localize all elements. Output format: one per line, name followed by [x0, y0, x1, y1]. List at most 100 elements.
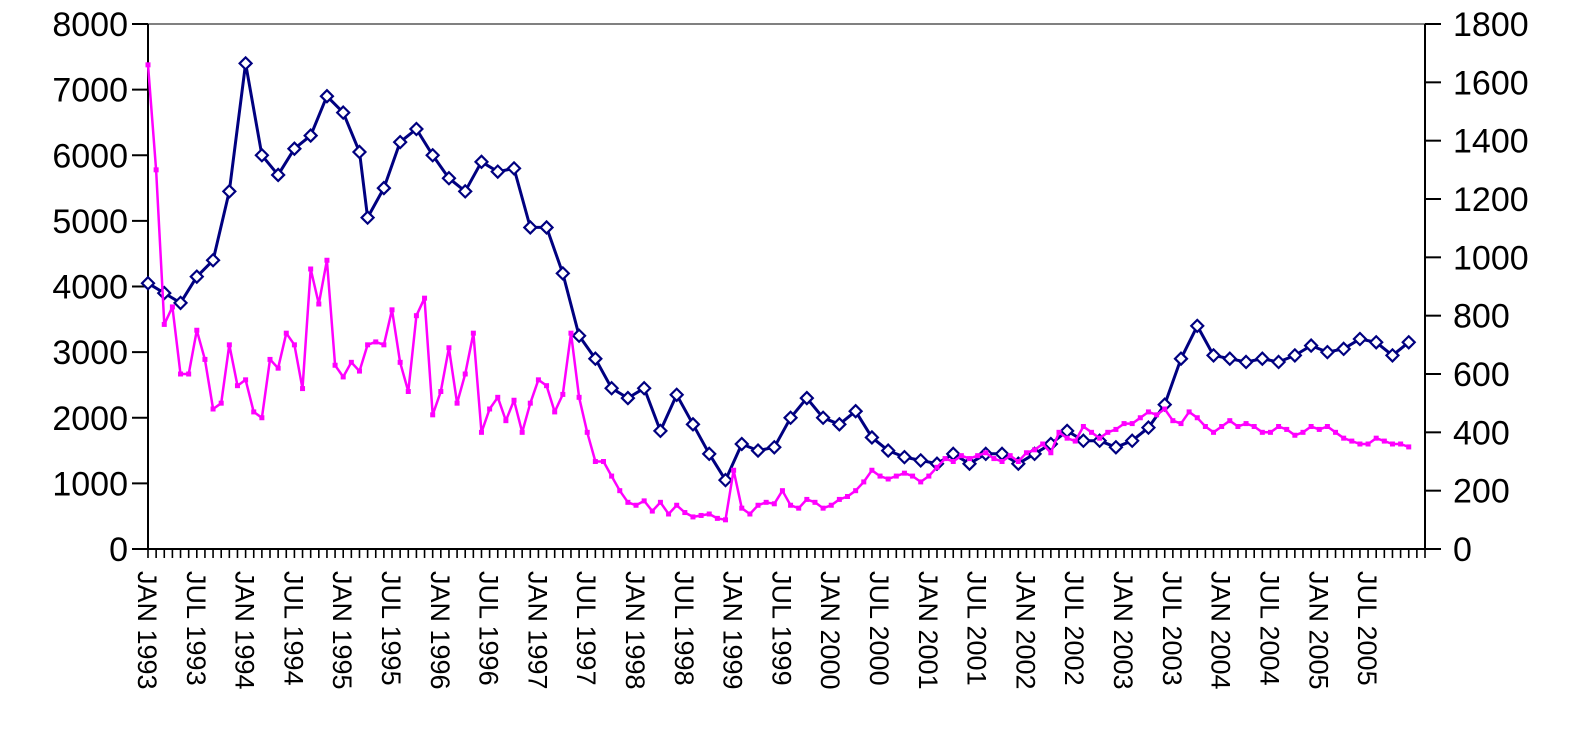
series-1-point — [205, 252, 221, 268]
series-2-point — [308, 266, 314, 272]
series-2-point — [755, 502, 761, 508]
series-2-point — [1048, 450, 1054, 456]
series-1-point — [1352, 331, 1368, 347]
series-2-point — [788, 502, 794, 508]
series-2-point — [910, 473, 916, 479]
series-1-point — [864, 429, 880, 445]
x-tick-label: JUL 1997 — [571, 571, 601, 686]
right-y-tick-label: 800 — [1453, 298, 1510, 336]
series-1-point — [1173, 351, 1189, 367]
series-2-point — [796, 505, 802, 511]
series-2-point — [1276, 424, 1282, 429]
x-tick-label: JUL 2003 — [1157, 571, 1187, 686]
x-tick-label: JAN 2000 — [815, 571, 845, 690]
series-2-point — [845, 494, 851, 499]
series-2-point — [1251, 424, 1257, 429]
series-2-point — [1235, 424, 1241, 429]
series-2-point — [1154, 412, 1160, 418]
series-1-point — [473, 154, 490, 170]
series-2-point — [381, 342, 387, 348]
x-tick-label: JAN 1998 — [620, 571, 650, 690]
series-2-point — [413, 313, 419, 319]
series-1-point — [376, 180, 392, 196]
series-2-point — [804, 496, 810, 502]
series-2-point — [950, 459, 956, 464]
series-1-point — [717, 472, 734, 488]
series-2-line — [146, 64, 1410, 522]
series-1-point — [140, 275, 156, 291]
left-y-tick-label: 1000 — [52, 465, 128, 503]
series-2-point — [568, 330, 574, 336]
series-1-point — [636, 380, 652, 396]
series-2-point — [1243, 421, 1249, 427]
series-2-point — [1219, 424, 1225, 429]
series-2-point — [462, 371, 468, 377]
left-y-tick-label: 6000 — [52, 137, 128, 175]
series-2-point — [1341, 435, 1347, 441]
series-1-point — [831, 416, 847, 432]
right-y-tick-label: 1600 — [1453, 64, 1529, 102]
series-2-point — [861, 479, 867, 485]
series-1-point — [1205, 347, 1222, 363]
series-2-point — [1194, 415, 1200, 421]
series-2-point — [1129, 421, 1135, 427]
series-2-point — [430, 412, 436, 418]
series-2-point — [901, 470, 907, 476]
series-2-point — [584, 429, 590, 435]
axes — [147, 23, 1426, 550]
series-2-point — [1089, 429, 1095, 435]
series-2-point — [1284, 426, 1290, 432]
series-2-point — [1365, 441, 1371, 447]
series-1-point — [587, 351, 603, 367]
series-2-point — [478, 429, 484, 435]
right-y-tick-label: 400 — [1453, 414, 1510, 452]
series-2-point — [1211, 429, 1217, 435]
series-1-point — [1140, 420, 1157, 436]
series-2-point — [259, 415, 265, 421]
series-2-point — [934, 464, 940, 470]
series-2-point — [690, 514, 696, 520]
series-2-point — [926, 473, 932, 479]
series-2-point — [828, 502, 834, 508]
left-y-tick-label: 2000 — [52, 400, 128, 438]
series-1-point — [1401, 334, 1417, 350]
series-2-point — [535, 377, 541, 383]
series-2-point — [1007, 453, 1013, 459]
series-1-point — [880, 443, 896, 459]
x-tick-label: JUL 2002 — [1059, 571, 1089, 686]
x-tick-label: JUL 1993 — [181, 571, 211, 686]
series-2-point — [779, 488, 785, 494]
series-1-point — [319, 88, 335, 104]
series-2-point — [275, 365, 281, 371]
x-tick-label: JAN 1993 — [132, 571, 162, 690]
series-2-point — [552, 409, 558, 415]
series-2-point — [145, 62, 151, 68]
series-2-point — [576, 394, 582, 400]
series-2-point — [820, 505, 826, 511]
left-y-axis-ticks: 0 1000 2000 3000 4000 5000 6000 7000 8000 — [52, 6, 148, 569]
series-2-point — [454, 400, 460, 406]
series-2-point — [942, 456, 948, 462]
series-2-point — [291, 342, 297, 348]
series-2-point — [251, 409, 257, 415]
series-2-point — [194, 327, 200, 333]
series-2-point — [714, 515, 720, 521]
series-2-point — [1259, 429, 1265, 435]
series-2-point — [1389, 441, 1395, 447]
series-2-point — [999, 459, 1005, 464]
series-2-point — [918, 479, 924, 485]
series-1-point — [620, 390, 636, 406]
series-1-point — [685, 416, 701, 432]
data-series — [140, 55, 1417, 523]
right-y-tick-label: 0 — [1453, 531, 1472, 569]
series-2-point — [519, 429, 525, 435]
series-1-point — [351, 144, 368, 160]
series-2-point — [495, 394, 501, 400]
series-2-point — [348, 359, 354, 365]
series-1-point — [571, 328, 587, 344]
series-2-point — [893, 473, 899, 479]
series-1-point — [604, 380, 620, 396]
series-2-point — [641, 498, 647, 504]
series-2-point — [544, 383, 550, 389]
series-2-point — [1333, 429, 1339, 435]
